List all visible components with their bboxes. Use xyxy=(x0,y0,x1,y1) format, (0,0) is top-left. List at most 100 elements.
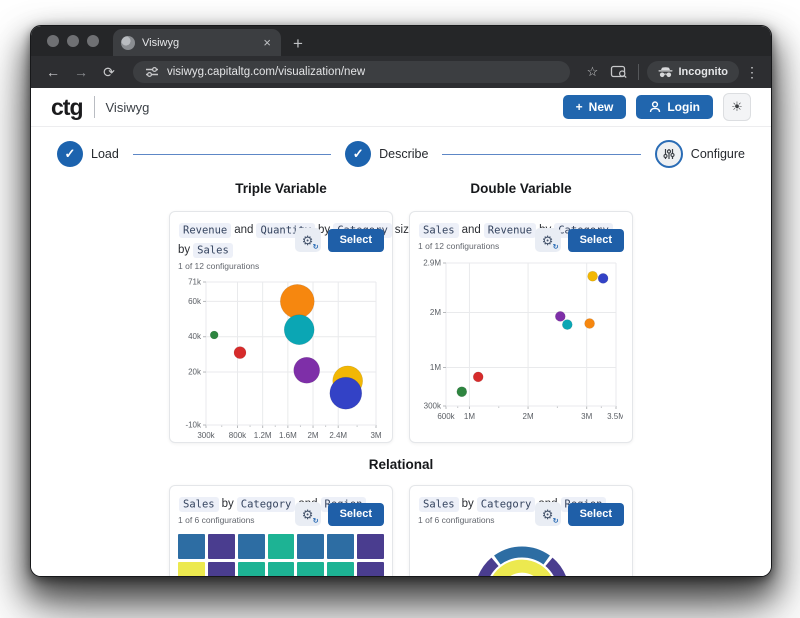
svg-text:600k: 600k xyxy=(437,412,455,421)
section-title-relational: Relational xyxy=(368,457,434,472)
step-describe[interactable]: ✓ Describe xyxy=(345,141,428,167)
field-chip: Category xyxy=(476,496,536,512)
token-text: by xyxy=(461,498,474,510)
svg-text:40k: 40k xyxy=(188,332,202,341)
new-button[interactable]: + New xyxy=(562,95,627,119)
bubble-chart[interactable]: 300k 800k 1.2M 1.6M 2M 2.4M 3M 71k 60k 40k 20k -10k xyxy=(178,273,384,446)
donut-chart[interactable] xyxy=(418,532,624,576)
svg-text:2.9M: 2.9M xyxy=(423,259,441,268)
config-description: SalesbyCategoryandRegion xyxy=(418,494,607,514)
field-chip: Sales xyxy=(419,222,459,238)
scatter-chart[interactable]: 600k 1M 2M 3M 3.5M 2.9M 2M 1M 300k xyxy=(418,254,625,427)
select-button[interactable]: Select xyxy=(327,228,384,252)
progress-stepper: ✓ Load ✓ Describe xyxy=(57,140,745,168)
heatmap-cell[interactable] xyxy=(357,562,385,576)
browser-menu-icon[interactable]: ⋮ xyxy=(745,63,759,80)
app-header: ctg Visiwyg + New Login ☀ xyxy=(31,88,771,127)
browser-toolbar: ← → ⟳ visiwyg.capitaltg.com/visualizatio… xyxy=(31,56,771,88)
gear-icon: ⚙ xyxy=(301,506,314,522)
heatmap-cell[interactable] xyxy=(297,534,325,559)
chart-canvas: 600k 1M 2M 3M 3.5M 2.9M 2M 1M 300k xyxy=(423,259,625,422)
address-bar[interactable]: visiwyg.capitaltg.com/visualization/new xyxy=(133,61,570,83)
heatmap-cell[interactable] xyxy=(267,562,295,576)
browser-tab[interactable]: Visiwyg × xyxy=(113,29,281,56)
config-card-double: SalesandRevenuebyCategory 1 of 12 config… xyxy=(409,211,633,443)
step-configure[interactable]: Configure xyxy=(654,140,745,168)
svg-text:20k: 20k xyxy=(188,368,202,377)
reload-icon[interactable]: ⟳ xyxy=(103,64,115,80)
sliders-icon xyxy=(654,140,683,168)
window-close-button[interactable] xyxy=(47,35,59,47)
cycle-configuration-button[interactable]: ⚙ ↻ xyxy=(534,502,561,526)
svg-text:800k: 800k xyxy=(229,431,247,440)
window-zoom-button[interactable] xyxy=(87,35,99,47)
cycle-arrow-icon: ↻ xyxy=(312,518,319,525)
new-tab-button[interactable]: + xyxy=(293,34,303,53)
step-load[interactable]: ✓ Load xyxy=(57,141,119,167)
svg-text:1M: 1M xyxy=(430,363,441,372)
heatmap-cell[interactable] xyxy=(327,562,355,576)
sun-icon: ☀ xyxy=(731,99,743,114)
theme-toggle-button[interactable]: ☀ xyxy=(723,93,751,121)
svg-text:3.5M: 3.5M xyxy=(607,412,623,421)
tab-close-icon[interactable]: × xyxy=(263,35,271,50)
config-count: 1 of 12 configurations xyxy=(418,241,500,252)
heatmap-cell[interactable] xyxy=(237,562,265,576)
cycle-arrow-icon: ↻ xyxy=(552,518,559,525)
ctg-logo[interactable]: ctg xyxy=(51,93,83,120)
back-icon[interactable]: ← xyxy=(46,64,60,80)
login-button[interactable]: Login xyxy=(636,95,713,119)
page-content: ctg Visiwyg + New Login ☀ xyxy=(31,88,771,576)
svg-text:3M: 3M xyxy=(581,412,592,421)
gear-icon: ⚙ xyxy=(541,506,554,522)
heatmap-cell[interactable] xyxy=(327,534,355,559)
gear-icon: ⚙ xyxy=(541,232,554,248)
field-chip: Category xyxy=(236,496,296,512)
side-panel-search-icon[interactable] xyxy=(608,65,630,79)
svg-text:60k: 60k xyxy=(188,297,202,306)
heatmap-cell[interactable] xyxy=(237,534,265,559)
cycle-configuration-button[interactable]: ⚙ ↻ xyxy=(534,228,561,252)
config-description: RevenueandQuantitybyCategorysized bySale… xyxy=(178,220,422,260)
svg-text:1.2M: 1.2M xyxy=(254,431,272,440)
config-card-relational-heatmap: SalesbyCategoryandRegion 1 of 6 configur… xyxy=(169,485,393,576)
svg-text:3M: 3M xyxy=(370,431,381,440)
field-chip: Sales xyxy=(419,496,459,512)
field-chip: Revenue xyxy=(179,222,232,238)
gear-icon: ⚙ xyxy=(301,232,314,248)
cycle-configuration-button[interactable]: ⚙ ↻ xyxy=(294,228,321,252)
heatmap-cell[interactable] xyxy=(178,534,205,559)
incognito-label: Incognito xyxy=(678,66,729,78)
heatmap-cell[interactable] xyxy=(207,534,235,559)
select-button[interactable]: Select xyxy=(327,502,384,526)
select-button[interactable]: Select xyxy=(567,502,624,526)
heatmap-cell[interactable] xyxy=(297,562,325,576)
heatmap-cell[interactable] xyxy=(207,562,235,576)
svg-text:2M: 2M xyxy=(430,308,441,317)
heatmap-cell[interactable] xyxy=(178,562,205,576)
stepper-connector xyxy=(442,153,641,155)
heatmap-chart[interactable] xyxy=(178,534,385,576)
heatmap-cell[interactable] xyxy=(357,534,385,559)
window-minimize-button[interactable] xyxy=(67,35,79,47)
url-text[interactable]: visiwyg.capitaltg.com/visualization/new xyxy=(167,66,366,78)
site-settings-icon[interactable] xyxy=(145,66,159,78)
forward-icon[interactable]: → xyxy=(74,64,88,80)
config-description: SalesbyCategoryandRegion xyxy=(178,494,367,514)
favicon-icon xyxy=(121,35,135,50)
token-text: by xyxy=(221,498,234,510)
tab-strip: Visiwyg × + xyxy=(31,26,771,56)
bookmark-star-icon[interactable]: ☆ xyxy=(586,64,599,79)
select-button[interactable]: Select xyxy=(567,228,624,252)
tab-title: Visiwyg xyxy=(142,36,180,49)
svg-text:2M: 2M xyxy=(523,412,534,421)
heatmap-cell[interactable] xyxy=(267,534,295,559)
config-count: 1 of 12 configurations xyxy=(178,261,260,272)
heatmap-row xyxy=(178,562,385,576)
stepper-connector xyxy=(132,153,332,155)
svg-text:1M: 1M xyxy=(464,412,475,421)
section-title-triple: Triple Variable xyxy=(235,181,327,196)
cycle-configuration-button[interactable]: ⚙ ↻ xyxy=(294,502,321,526)
person-icon xyxy=(650,101,661,113)
browser-window: Visiwyg × + ← → ⟳ visiwyg.capitaltg.com/… xyxy=(30,25,772,577)
